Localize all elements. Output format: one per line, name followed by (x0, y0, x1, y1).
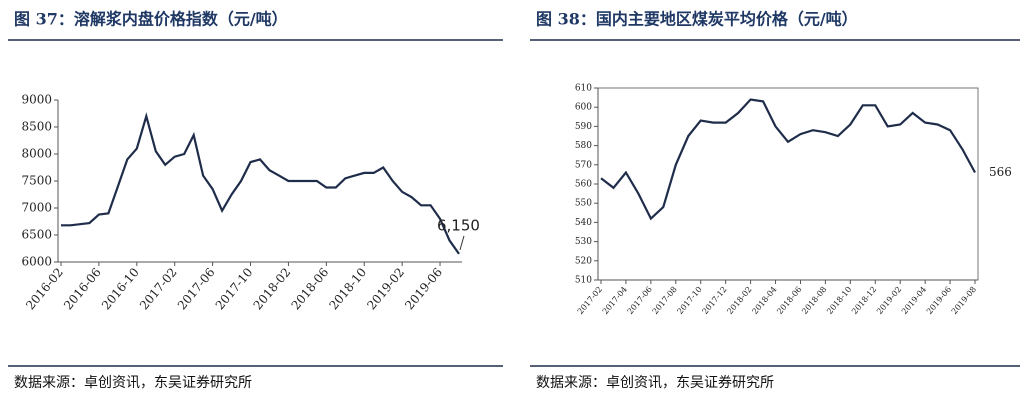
x-tick-label: 2017-10 (676, 285, 704, 316)
y-tick-label: 7000 (21, 201, 52, 215)
chart-title: 图 37：溶解浆内盘价格指数（元/吨） (14, 10, 288, 29)
x-tick-label: 2017-12 (700, 285, 728, 316)
x-tick-label: 2019-02 (875, 285, 903, 316)
y-tick-label: 7500 (21, 174, 52, 188)
x-tick-label: 2017-04 (601, 285, 629, 316)
x-tick-label: 2016-06 (61, 265, 104, 312)
x-tick-label: 2017-08 (651, 285, 679, 316)
x-tick-label: 2019-04 (900, 285, 928, 316)
x-tick-label: 2018-06 (289, 265, 332, 312)
source-note: 数据来源：卓创资讯，东吴证券研究所 (14, 375, 252, 391)
x-tick-label: 2019-08 (950, 285, 978, 316)
y-tick-label: 8000 (21, 147, 52, 161)
x-tick-label: 2018-06 (775, 285, 803, 316)
x-tick-label: 2017-06 (175, 265, 218, 312)
y-tick-label: 580 (575, 141, 592, 151)
x-tick-label: 2019-06 (925, 285, 953, 316)
y-tick-label: 6000 (21, 255, 52, 269)
y-tick-label: 6500 (21, 228, 52, 242)
y-tick-label: 610 (575, 84, 592, 94)
plot-frame (597, 87, 979, 281)
y-tick-label: 530 (575, 237, 592, 247)
x-tick-label: 2017-06 (626, 285, 654, 316)
y-tick-label: 9000 (21, 93, 52, 107)
x-tick-label: 2018-08 (800, 285, 828, 316)
x-tick-label: 2017-02 (576, 285, 604, 316)
y-tick-label: 560 (575, 180, 592, 190)
x-tick-label: 2017-02 (137, 265, 180, 312)
source-note: 数据来源：卓创资讯，东吴证券研究所 (536, 375, 774, 391)
y-tick-label: 510 (575, 276, 592, 286)
x-tick-label: 2018-04 (750, 285, 778, 316)
y-tick-label: 540 (575, 218, 592, 228)
data-line (61, 112, 460, 255)
data-label: 6,150 (437, 216, 480, 234)
x-tick-label: 2018-10 (326, 265, 369, 312)
x-tick-label: 2019-06 (402, 265, 445, 312)
y-tick-label: 550 (575, 199, 592, 209)
x-tick-label: 2018-12 (850, 285, 878, 316)
data-line (600, 98, 976, 221)
x-tick-label: 2017-10 (213, 265, 256, 312)
y-tick-label: 590 (575, 122, 592, 132)
x-tick-label: 2018-02 (725, 285, 753, 316)
x-tick-label: 2018-10 (825, 285, 853, 316)
y-tick-label: 600 (575, 103, 592, 113)
y-tick-label: 520 (575, 256, 592, 266)
x-tick-label: 2016-02 (23, 265, 66, 312)
y-tick-label: 8500 (21, 120, 52, 134)
label-leader (459, 235, 465, 251)
x-tick-label: 2018-02 (251, 265, 294, 312)
x-tick-label: 2019-02 (364, 265, 407, 312)
x-tick-label: 2016-10 (99, 265, 142, 312)
data-label: 566 (989, 165, 1012, 179)
y-tick-label: 570 (575, 160, 592, 170)
chart-title: 图 38：国内主要地区煤炭平均价格（元/吨） (536, 10, 858, 29)
